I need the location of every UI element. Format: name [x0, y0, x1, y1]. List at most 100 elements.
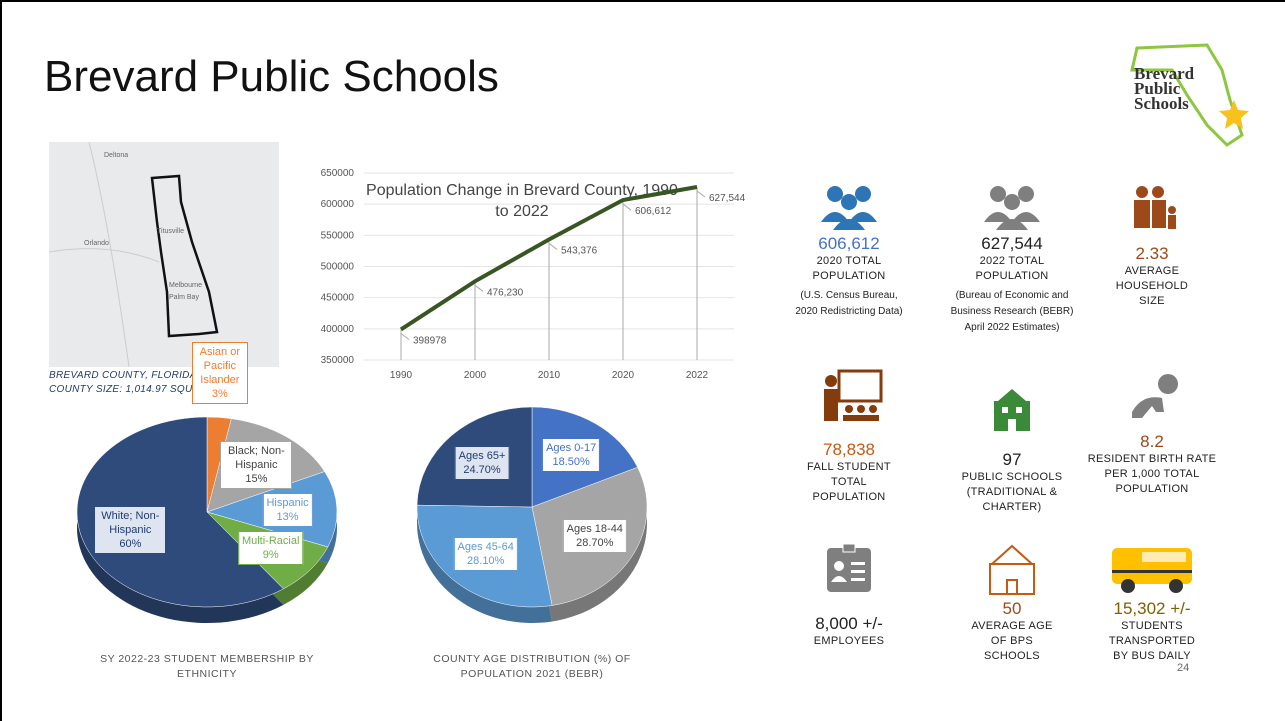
- stat: 15,302 +/- STUDENTS TRANSPORTED BY BUS DA…: [1082, 599, 1222, 664]
- logo-line: Public: [1134, 79, 1181, 98]
- pie-label: Asian or Pacific Islander 3%: [191, 341, 248, 404]
- stat-value: 627,544: [981, 234, 1043, 253]
- data-label: 627,544: [709, 193, 746, 204]
- stat-note: (Bureau of Economic and Business Researc…: [950, 290, 1074, 333]
- y-tick-label: 550000: [321, 230, 355, 241]
- pie-label-category: Ages 45-64: [457, 541, 514, 554]
- label-leader: [400, 333, 410, 340]
- logo-text: Brevard Public Schools: [1134, 64, 1195, 113]
- map-shape: [48, 141, 219, 368]
- line-chart: 350000 400000 450000 500000 550000 600000 6500…: [321, 168, 746, 381]
- icon: [984, 186, 1040, 230]
- label-leader: [622, 203, 632, 211]
- stat-label: 2022 TOTAL POPULATION: [975, 255, 1049, 282]
- line-chart-title: Population Change in Brevard County, 199…: [366, 182, 678, 220]
- data-label: 606,612: [635, 206, 672, 217]
- x-tick-label: 1990: [390, 370, 413, 381]
- logo-line: Brevard: [1134, 64, 1195, 83]
- pie-label-category: Ages 65+: [458, 449, 506, 462]
- y-tick-label: 650000: [321, 168, 355, 179]
- place-label: Melbourne: [169, 282, 203, 289]
- pie-label-value: 28.70%: [576, 537, 614, 550]
- stat-value: 2.33: [1135, 244, 1169, 263]
- pie-slice: [76, 416, 284, 608]
- stat-value: 15,302 +/-: [1113, 599, 1191, 618]
- stat-value: 78,838: [823, 440, 875, 459]
- stat: 8.2 RESIDENT BIRTH RATE PER 1,000 TOTAL P…: [1082, 432, 1222, 497]
- stat-value: 8,000 +/-: [815, 614, 883, 633]
- pie-label-value: 13%: [276, 511, 299, 524]
- pie-label-category: Multi-Racial: [241, 535, 300, 548]
- stat: 78,838 FALL STUDENT TOTAL POPULATION: [779, 440, 919, 505]
- x-tick-label: 2000: [464, 370, 487, 381]
- stat: 627,544 2022 TOTAL POPULATION (Bureau of E…: [942, 234, 1082, 336]
- stat-value: 8.2: [1140, 432, 1164, 451]
- stat: 97 PUBLIC SCHOOLS (TRADITIONAL & CHARTER): [942, 450, 1082, 515]
- pie-label-value: 15%: [245, 473, 268, 486]
- stat-label: 2020 TOTAL POPULATION: [812, 255, 886, 282]
- icon: [1112, 548, 1192, 593]
- data-label: 476,230: [487, 287, 524, 298]
- data-label: 398978: [413, 335, 447, 346]
- pie-label: Ages 65+ 24.70%: [454, 445, 510, 480]
- pie-label-category: Asian or Pacific Islander: [199, 345, 241, 386]
- stat: 8,000 +/- EMPLOYEES: [779, 614, 919, 649]
- pie-label-value: 24.70%: [463, 463, 501, 476]
- pie-label-category: Ages 18-44: [566, 523, 623, 536]
- pie-label-value: 18.50%: [552, 456, 590, 469]
- place-label: Orlando: [84, 240, 109, 247]
- stat-label: PUBLIC SCHOOLS (TRADITIONAL & CHARTER): [961, 471, 1063, 513]
- place-label: Deltona: [104, 152, 129, 159]
- stat: 606,612 2020 TOTAL POPULATION (U.S. Census…: [779, 234, 919, 320]
- icon: [1134, 186, 1176, 229]
- pie-label: Multi-Racial 9%: [237, 531, 304, 566]
- y-tick-label: 500000: [321, 262, 355, 273]
- label-leader: [474, 284, 484, 292]
- y-tick-label: 450000: [321, 293, 355, 304]
- page-number: 24: [1177, 662, 1190, 674]
- pie-label: Black; Non-Hispanic 15%: [220, 441, 293, 490]
- stat-label: AVERAGE AGE OF BPS SCHOOLS: [971, 620, 1053, 662]
- pie-label: Hispanic 13%: [262, 493, 313, 528]
- icon: [989, 544, 1035, 595]
- pie-label-category: White; Non-Hispanic: [101, 510, 160, 537]
- logo: Brevard Public Schools: [1112, 40, 1252, 150]
- pie-caption: SY 2022-23 STUDENT MEMBERSHIP BY ETHNICI…: [100, 653, 314, 680]
- label-leader: [548, 243, 558, 250]
- icon: [824, 369, 883, 421]
- icon: [827, 543, 871, 592]
- y-tick-label: 350000: [321, 355, 355, 366]
- pie-label: Ages 0-17 18.50%: [542, 438, 601, 473]
- stat-note: (U.S. Census Bureau, 2020 Redistricting …: [795, 290, 903, 317]
- map: Deltona Orlando Titusville Melbourne Pal…: [48, 141, 279, 368]
- pie-label-value: 28.10%: [467, 555, 505, 568]
- slide-title: Brevard Public Schools: [44, 52, 499, 101]
- map-caption: BREVARD COUNTY, FLORIDA: [49, 370, 197, 381]
- y-tick-label: 400000: [321, 324, 355, 335]
- stat-label: RESIDENT BIRTH RATE PER 1,000 TOTAL POPU…: [1087, 453, 1217, 495]
- pie-label: Ages 45-64 28.10%: [453, 537, 518, 572]
- stat-label: FALL STUDENT TOTAL POPULATION: [807, 461, 891, 503]
- y-tick-label: 600000: [321, 199, 355, 210]
- stat: 50 AVERAGE AGE OF BPS SCHOOLS: [942, 599, 1082, 664]
- pie-label-category: Ages 0-17: [546, 442, 597, 455]
- map-caption: COUNTY SIZE: 1,014.97 SQUARE MILES: [49, 384, 249, 395]
- stat-label: STUDENTS TRANSPORTED BY BUS DAILY: [1108, 620, 1196, 662]
- icon: [1132, 374, 1178, 418]
- icon: [821, 186, 877, 230]
- pie-label: White; Non-Hispanic 60%: [94, 506, 167, 555]
- place-label: Titusville: [157, 228, 184, 235]
- pie-label-value: 9%: [262, 549, 279, 562]
- line: [399, 185, 698, 332]
- stat-value: 606,612: [818, 234, 880, 253]
- logo-line: Schools: [1134, 94, 1189, 113]
- logo-shape: [1130, 43, 1249, 147]
- icon: [994, 389, 1030, 431]
- pie-label-category: Black; Non-Hispanic: [227, 445, 285, 472]
- label-leader: [696, 190, 706, 198]
- pie-label-category: Hispanic: [266, 497, 309, 510]
- x-tick-label: 2010: [538, 370, 561, 381]
- x-tick-label: 2020: [612, 370, 635, 381]
- stat-value: 97: [1002, 450, 1022, 469]
- data-label: 543,376: [561, 245, 598, 256]
